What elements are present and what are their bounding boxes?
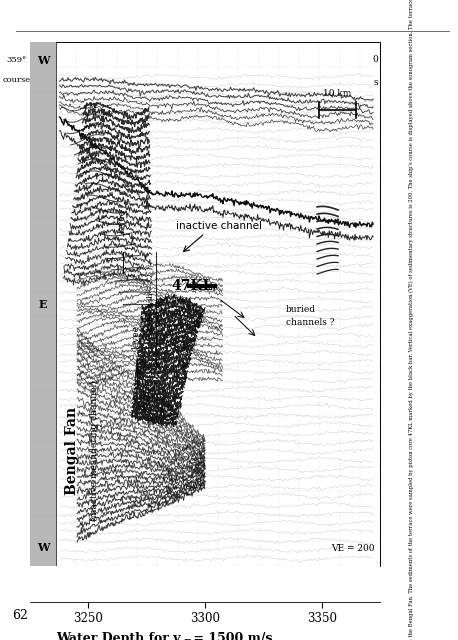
Text: s: s [374, 78, 378, 87]
Text: VE = 200: VE = 200 [332, 544, 375, 553]
Text: channels ?: channels ? [285, 318, 334, 327]
Text: E: E [38, 298, 47, 310]
Text: Toba Ash: Toba Ash [147, 292, 155, 331]
Text: 10 km: 10 km [323, 89, 351, 99]
Text: levee: levee [118, 209, 127, 233]
Text: W: W [37, 542, 49, 553]
Text: Bengal Fan: Bengal Fan [65, 407, 79, 495]
Text: course: course [2, 76, 30, 84]
Text: (75 ka): (75 ka) [157, 297, 165, 327]
Text: 62: 62 [12, 609, 28, 622]
Text: W: W [37, 55, 49, 66]
Text: P: P [184, 639, 192, 640]
Text: = 1500 m/s: = 1500 m/s [189, 632, 273, 640]
Text: Fig. 2.23  Parasound sonogram section recorded across an inactive meandering cha: Fig. 2.23 Parasound sonogram section rec… [409, 0, 414, 640]
Text: 359°: 359° [6, 56, 27, 64]
Text: inactive channel: inactive channel [176, 221, 262, 230]
Text: (inactive meandering channel): (inactive meandering channel) [90, 381, 99, 522]
Text: 0: 0 [373, 55, 378, 64]
Text: 47KL: 47KL [172, 278, 213, 292]
Bar [30, 42, 56, 566]
Text: buried: buried [285, 305, 316, 314]
Text: Water Depth for v: Water Depth for v [56, 632, 180, 640]
Text: levee: levee [132, 324, 141, 349]
